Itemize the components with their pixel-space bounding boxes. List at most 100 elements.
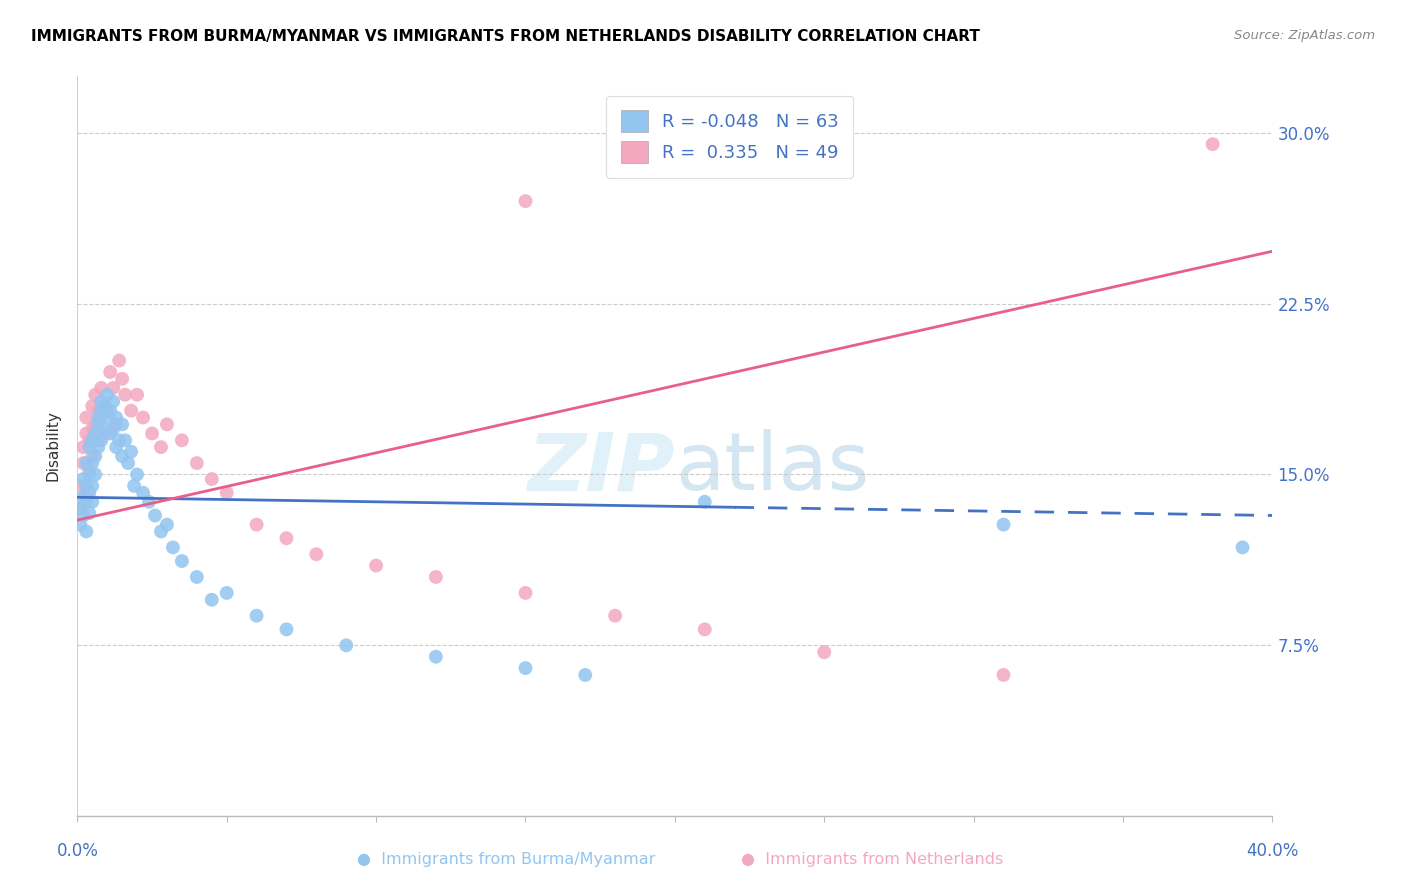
Point [425,649,447,664]
Point [84,426,107,441]
Point [82,449,104,463]
Point [82,456,104,470]
Point [87,403,110,417]
Point [75,479,97,493]
Point [114,388,136,402]
Text: Source: ZipAtlas.com: Source: ZipAtlas.com [1234,29,1375,42]
Point [170,554,193,568]
Point [87,417,110,432]
Point [156,417,179,432]
Point [79,485,101,500]
Point [120,403,142,417]
Point [186,570,208,584]
Point [79,434,101,448]
Point [82,422,104,436]
Point [215,485,238,500]
Point [84,417,107,432]
Text: atlas: atlas [675,429,869,508]
Point [84,449,107,463]
Point [993,517,1015,532]
Point [90,410,112,425]
Point [1202,137,1225,152]
Point [93,399,115,413]
Point [141,426,163,441]
Point [84,467,107,482]
Point [75,485,97,500]
Point [90,394,112,409]
Point [79,506,101,520]
Point [335,638,357,652]
Point [69,517,91,532]
Point [186,456,208,470]
Point [813,645,835,659]
Point [108,434,131,448]
Point [122,479,145,493]
Point [120,444,142,458]
Point [82,479,104,493]
Point [201,592,224,607]
Point [84,388,107,402]
Text: ZIP: ZIP [527,429,675,508]
Point [90,403,112,417]
Point [111,449,134,463]
Point [82,495,104,509]
Point [72,508,94,523]
Point [79,467,101,482]
Point [201,472,224,486]
Point [72,440,94,454]
Point [114,434,136,448]
Point [75,495,97,509]
Point [111,417,134,432]
Point [246,517,269,532]
Text: IMMIGRANTS FROM BURMA/MYANMAR VS IMMIGRANTS FROM NETHERLANDS DISABILITY CORRELAT: IMMIGRANTS FROM BURMA/MYANMAR VS IMMIGRA… [31,29,980,44]
Text: ●  Immigrants from Burma/Myanmar: ● Immigrants from Burma/Myanmar [357,852,655,867]
Point [96,426,118,441]
Point [103,422,124,436]
Point [79,463,101,477]
Point [215,586,238,600]
Point [132,485,155,500]
Point [156,517,179,532]
Point [143,508,166,523]
Point [96,388,118,402]
Point [72,490,94,504]
Point [105,440,128,454]
Point [150,440,173,454]
Point [366,558,388,573]
Point [98,426,121,441]
Point [75,524,97,539]
Point [993,668,1015,682]
Y-axis label: Disability: Disability [45,410,60,482]
Point [96,410,118,425]
Point [98,365,121,379]
Point [127,467,149,482]
Point [605,608,627,623]
Point [82,399,104,413]
Text: 0.0%: 0.0% [56,842,98,860]
Point [105,410,128,425]
Point [75,426,97,441]
Point [79,440,101,454]
Point [127,388,149,402]
Point [93,422,115,436]
Point [90,381,112,395]
Point [105,417,128,432]
Point [111,372,134,386]
Point [305,547,328,561]
Point [72,472,94,486]
Point [87,440,110,454]
Point [246,608,269,623]
Point [1232,541,1254,555]
Point [515,661,537,675]
Point [574,668,596,682]
Point [72,456,94,470]
Point [150,524,173,539]
Point [693,623,716,637]
Point [515,194,537,208]
Point [103,394,124,409]
Point [69,479,91,493]
Point [87,410,110,425]
Point [69,501,91,516]
Point [90,434,112,448]
Point [108,353,131,368]
